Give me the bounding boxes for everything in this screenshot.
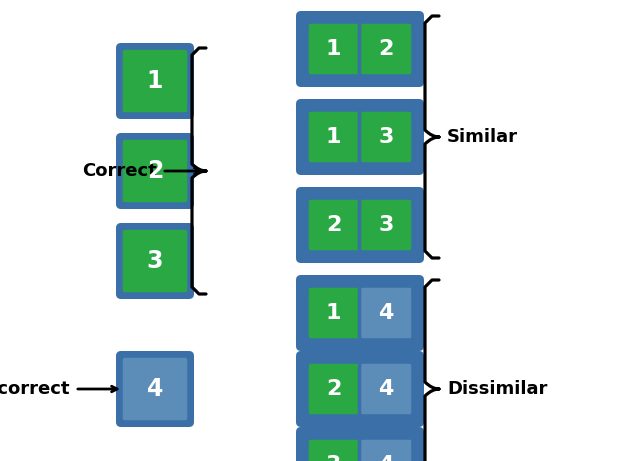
FancyBboxPatch shape [307,22,360,76]
Text: 2: 2 [379,39,394,59]
FancyBboxPatch shape [307,362,360,416]
FancyBboxPatch shape [296,99,424,175]
FancyBboxPatch shape [307,110,360,164]
Text: 4: 4 [379,455,394,461]
Text: 1: 1 [147,69,163,93]
FancyBboxPatch shape [116,223,194,299]
FancyBboxPatch shape [360,22,413,76]
FancyBboxPatch shape [360,438,413,461]
FancyBboxPatch shape [360,110,413,164]
FancyBboxPatch shape [121,356,189,422]
FancyBboxPatch shape [116,133,194,209]
Text: 3: 3 [147,249,163,273]
Text: Dissimilar: Dissimilar [447,380,547,398]
Text: 2: 2 [326,379,341,399]
FancyBboxPatch shape [121,48,189,114]
FancyBboxPatch shape [360,362,413,416]
Text: 3: 3 [326,455,341,461]
Text: Similar: Similar [447,128,518,146]
FancyBboxPatch shape [116,351,194,427]
FancyBboxPatch shape [296,275,424,351]
Text: 3: 3 [379,127,394,147]
FancyBboxPatch shape [296,187,424,263]
Text: Incorrect: Incorrect [0,380,70,398]
Text: 4: 4 [379,379,394,399]
FancyBboxPatch shape [121,138,189,204]
FancyBboxPatch shape [360,198,413,252]
Text: 1: 1 [326,39,342,59]
Text: Correct: Correct [83,162,157,180]
Text: 2: 2 [326,215,341,235]
FancyBboxPatch shape [116,43,194,119]
FancyBboxPatch shape [296,351,424,427]
FancyBboxPatch shape [121,228,189,294]
FancyBboxPatch shape [360,286,413,340]
Text: 1: 1 [326,127,342,147]
FancyBboxPatch shape [307,198,360,252]
Text: 3: 3 [379,215,394,235]
FancyBboxPatch shape [307,286,360,340]
Text: 1: 1 [326,303,342,323]
Text: 4: 4 [379,303,394,323]
FancyBboxPatch shape [307,438,360,461]
FancyBboxPatch shape [296,11,424,87]
FancyBboxPatch shape [296,427,424,461]
Text: 4: 4 [147,377,163,401]
Text: 2: 2 [147,159,163,183]
